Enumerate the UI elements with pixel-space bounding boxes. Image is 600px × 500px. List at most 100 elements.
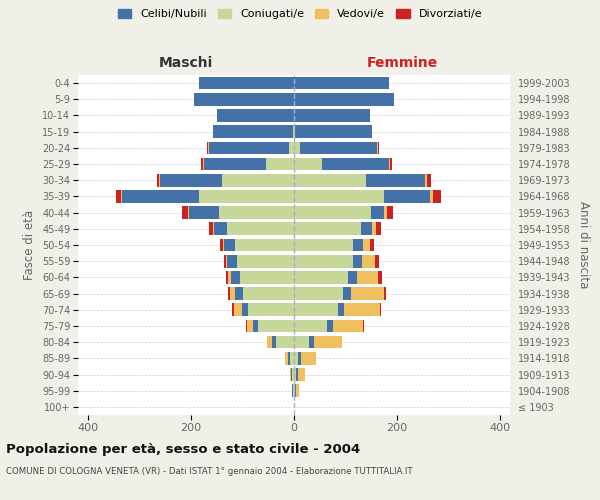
Bar [372,222,376,235]
Bar [235,288,242,300]
Bar [361,222,372,235]
Bar [387,206,393,219]
Bar [294,384,295,397]
Bar [380,304,382,316]
Bar [116,190,121,202]
Bar [223,238,224,252]
Bar [364,238,370,252]
Bar [266,158,294,170]
Bar [294,271,348,283]
Bar [199,77,294,90]
Bar [357,271,378,283]
Bar [294,126,295,138]
Bar [242,288,294,300]
Bar [294,77,389,90]
Bar [289,142,294,154]
Bar [220,206,294,219]
Bar [310,336,314,348]
Bar [294,238,353,252]
Bar [384,206,387,219]
Bar [247,320,253,332]
Bar [290,368,291,381]
Bar [204,158,266,170]
Bar [384,190,430,202]
Bar [121,190,122,202]
Bar [228,288,230,300]
Y-axis label: Anni di nascita: Anni di nascita [577,202,590,288]
Bar [222,174,294,186]
Bar [224,238,235,252]
Bar [375,255,379,268]
Bar [182,206,188,219]
Bar [371,206,384,219]
Bar [294,174,366,186]
Text: Maschi: Maschi [159,56,213,70]
Bar [232,304,234,316]
Y-axis label: Fasce di età: Fasce di età [23,210,37,280]
Bar [227,222,294,235]
Bar [296,384,299,397]
Bar [245,320,247,332]
Bar [214,222,227,235]
Bar [157,174,159,186]
Bar [267,336,272,348]
Bar [217,109,294,122]
Bar [294,320,328,332]
Bar [272,336,276,348]
Bar [199,190,294,202]
Bar [226,271,228,283]
Bar [294,158,322,170]
Bar [390,158,392,170]
Bar [294,352,298,364]
Bar [201,158,203,170]
Bar [238,255,294,268]
Bar [294,255,353,268]
Bar [350,288,384,300]
Bar [294,336,310,348]
Bar [314,336,342,348]
Bar [230,288,235,300]
Bar [378,142,379,154]
Bar [258,320,294,332]
Bar [433,190,440,202]
Bar [285,352,288,364]
Bar [194,93,294,106]
Text: Femmine: Femmine [367,56,437,70]
Bar [242,304,248,316]
Bar [213,222,214,235]
Bar [226,255,227,268]
Bar [389,158,390,170]
Bar [208,142,209,154]
Bar [295,384,296,397]
Bar [301,352,316,364]
Bar [378,271,382,283]
Bar [228,271,231,283]
Bar [296,368,298,381]
Bar [300,142,377,154]
Bar [366,174,425,186]
Bar [295,126,372,138]
Bar [213,126,293,138]
Bar [235,238,294,252]
Bar [384,288,386,300]
Bar [427,174,431,186]
Bar [227,255,238,268]
Bar [353,255,362,268]
Bar [425,174,427,186]
Bar [294,190,384,202]
Bar [338,304,344,316]
Bar [294,109,370,122]
Bar [328,320,332,332]
Bar [293,126,294,138]
Bar [348,271,357,283]
Bar [294,93,394,106]
Bar [294,142,300,154]
Bar [294,222,361,235]
Bar [430,190,433,202]
Legend: Celibi/Nubili, Coniugati/e, Vedovi/e, Divorziati/e: Celibi/Nubili, Coniugati/e, Vedovi/e, Di… [115,6,485,22]
Bar [203,158,204,170]
Bar [159,174,160,186]
Bar [322,158,389,170]
Bar [376,222,382,235]
Bar [298,352,301,364]
